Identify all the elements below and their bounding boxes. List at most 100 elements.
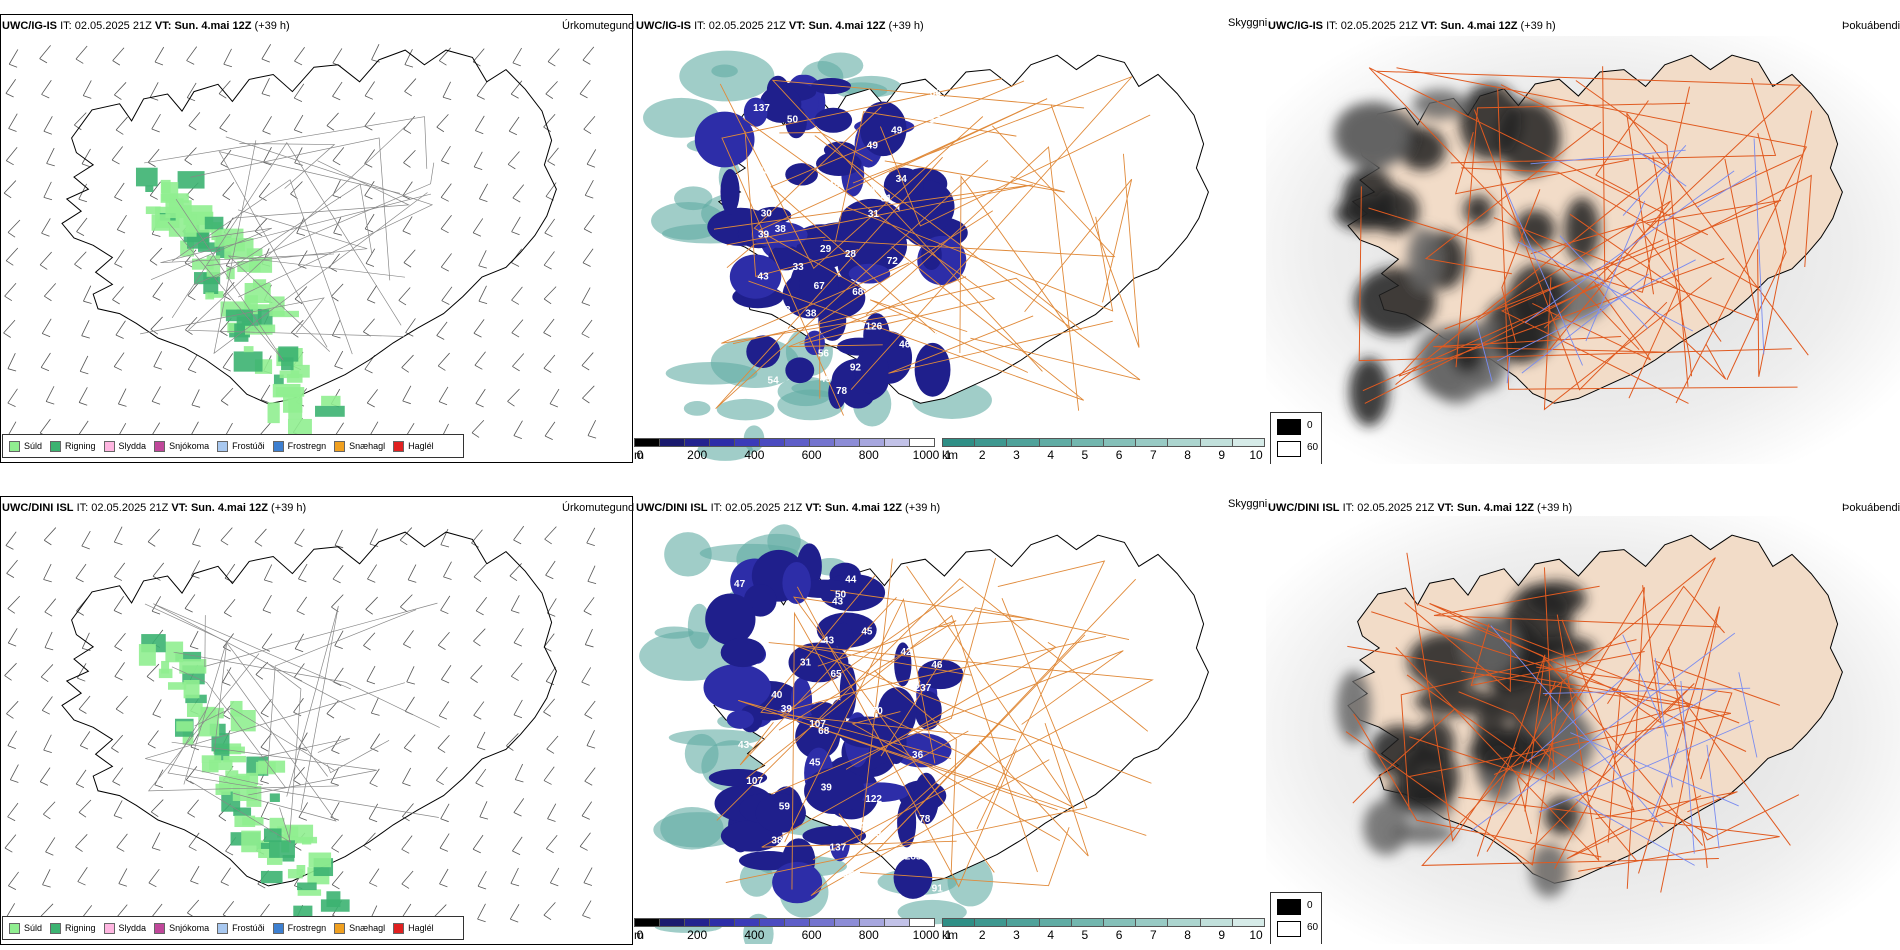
colorbar-tick: 800 <box>858 928 879 942</box>
header-top-2: UWC/IG-IS IT: 02.05.2025 21Z VT: Sun. 4.… <box>636 20 924 32</box>
cloud-height-label: 51 <box>779 613 791 624</box>
cloud-height-label: 36 <box>912 750 924 761</box>
cloud-height-label: 72 <box>894 398 906 409</box>
precip-legend-label: Rigning <box>65 441 96 451</box>
colorbar-segment <box>1070 438 1104 447</box>
colorbar-tick: 400 <box>744 928 765 942</box>
precip-legend-label: Frostúði <box>232 923 265 933</box>
colorbar-tick: 3 <box>1013 928 1020 942</box>
precip-legend-item: Rigning <box>50 922 96 934</box>
colorbar-segment <box>1006 438 1040 447</box>
cloud-height-label: 42 <box>753 142 765 153</box>
precip-legend-label: Rigning <box>65 923 96 933</box>
cloud-height-label: 59 <box>779 801 791 812</box>
colorbar-segment <box>909 438 935 447</box>
cloud-title-top: Skyggni <box>1228 17 1268 29</box>
cloud-height-label: 107 <box>809 719 826 730</box>
precip-legend-label: Súld <box>24 923 43 933</box>
header-bottom-1: UWC/DINI ISL IT: 02.05.2025 21Z VT: Sun.… <box>2 502 307 514</box>
precip-type-title-top: Úrkomutegund <box>562 20 635 32</box>
precip-legend-label: Snæhagl <box>349 441 386 451</box>
cloud-height-label: 56 <box>818 349 830 360</box>
colorbar-tick: 0 <box>636 448 644 462</box>
cloud-height-label: 42 <box>900 647 912 658</box>
cloud-height-label: 43 <box>777 323 789 334</box>
colorbar-segment <box>759 918 785 927</box>
cloud-height-label: 43 <box>832 597 844 608</box>
precip-swatch <box>154 440 166 452</box>
precip-swatch <box>393 440 405 452</box>
colorbar-segment <box>734 438 760 447</box>
precip-legend-item: Haglél <box>393 922 434 934</box>
cloud-height-label: 40 <box>771 690 783 701</box>
colorbar-tick: 1 <box>944 448 952 462</box>
colorbar-segment <box>1135 918 1169 927</box>
colorbar-segment <box>809 438 835 447</box>
precip-swatch <box>272 922 284 934</box>
precip-swatch <box>272 440 284 452</box>
colorbar-segment <box>1231 438 1265 447</box>
fog-legend-black-swatch <box>1277 899 1301 915</box>
header-top-3: UWC/IG-IS IT: 02.05.2025 21Z VT: Sun. 4.… <box>1268 20 1556 32</box>
cloud-height-label: 45 <box>809 758 821 769</box>
colorbar-tick: 8 <box>1184 928 1191 942</box>
colorbar-tick: 6 <box>1115 448 1123 462</box>
colorbar-tick: 600 <box>801 928 822 942</box>
colorbar-segment <box>859 438 885 447</box>
precip-legend-label: Frostregn <box>287 441 327 451</box>
cloud-height-label: 107 <box>746 776 763 787</box>
colorbar-segment <box>974 438 1008 447</box>
cloud-height-label: 73 <box>779 305 791 316</box>
colorbar-tick: 7 <box>1149 928 1157 942</box>
cloud-height-label: 22 <box>928 331 940 342</box>
colorbar-segment <box>884 918 910 927</box>
colorbar-segment <box>784 438 810 447</box>
cloud-title-bottom: Skyggni <box>1228 498 1268 510</box>
colorbar-tick: 800 <box>858 448 879 462</box>
fog-title-bottom: Þokuábendi <box>1842 502 1900 514</box>
precip-swatch <box>9 922 20 934</box>
colorbar-segment <box>859 918 885 927</box>
cloud-height-label: 50 <box>835 590 847 601</box>
cloud-height-label: 137 <box>830 843 847 854</box>
cloud-height-label: 33 <box>758 166 770 177</box>
fog-legend-bottom: 0 60 <box>1270 892 1322 944</box>
precip-swatch <box>393 922 405 934</box>
colorbar-tick: 9 <box>1218 448 1226 462</box>
cloud-height-label: 44 <box>894 150 906 161</box>
fog-legend-top: 0 60 <box>1270 412 1322 464</box>
cloud-height-label: 68 <box>852 287 864 298</box>
height-colorbar-bottom: m 0 200 400 600 800 1000 <box>634 918 939 944</box>
cloud-height-label: 137 <box>753 103 770 114</box>
precip-legend-item: Snæhagl <box>334 922 385 934</box>
cloud-height-label: 283 <box>905 852 922 863</box>
cloud-height-label: 46 <box>859 821 871 832</box>
fog-legend-max: 60 <box>1307 922 1319 933</box>
fog-panel-bottom: 0 60 <box>1266 516 1900 944</box>
cloud-height-label: 38 <box>771 836 783 847</box>
precip-legend-label: Súld <box>24 441 43 451</box>
cloud-height-label: 38 <box>805 308 817 319</box>
colorbar-segment <box>1038 438 1072 447</box>
cloud-height-label: 49 <box>820 374 832 385</box>
cloud-height-label: 46 <box>899 339 911 350</box>
precip-swatch <box>103 922 115 934</box>
precip-type-panel-top: Súld Rigning Slydda Snjókoma Frostúði Frostre… <box>0 14 634 464</box>
precip-legend-item: Haglél <box>393 440 434 452</box>
precip-legend-item: Snjókoma <box>154 922 210 934</box>
precip-swatch <box>217 440 229 452</box>
cloud-height-label: 39 <box>758 229 770 240</box>
colorbar-tick: 7 <box>1149 448 1157 462</box>
cloud-height-label: 48 <box>924 615 936 626</box>
colorbar-tick: 2 <box>978 928 986 942</box>
cloud-height-label: 29 <box>820 244 832 255</box>
cloud-height-label: 43 <box>758 271 770 282</box>
colorbar-tick: 2 <box>978 448 986 462</box>
cloud-height-label: 70 <box>872 706 884 717</box>
visibility-colorbar-bottom: km 1 2 3 4 5 6 7 8 9 10 <box>942 918 1265 944</box>
colorbar-segment <box>909 918 935 927</box>
precip-legend-label: Snjókoma <box>169 923 210 933</box>
colorbar-segment <box>1167 438 1201 447</box>
